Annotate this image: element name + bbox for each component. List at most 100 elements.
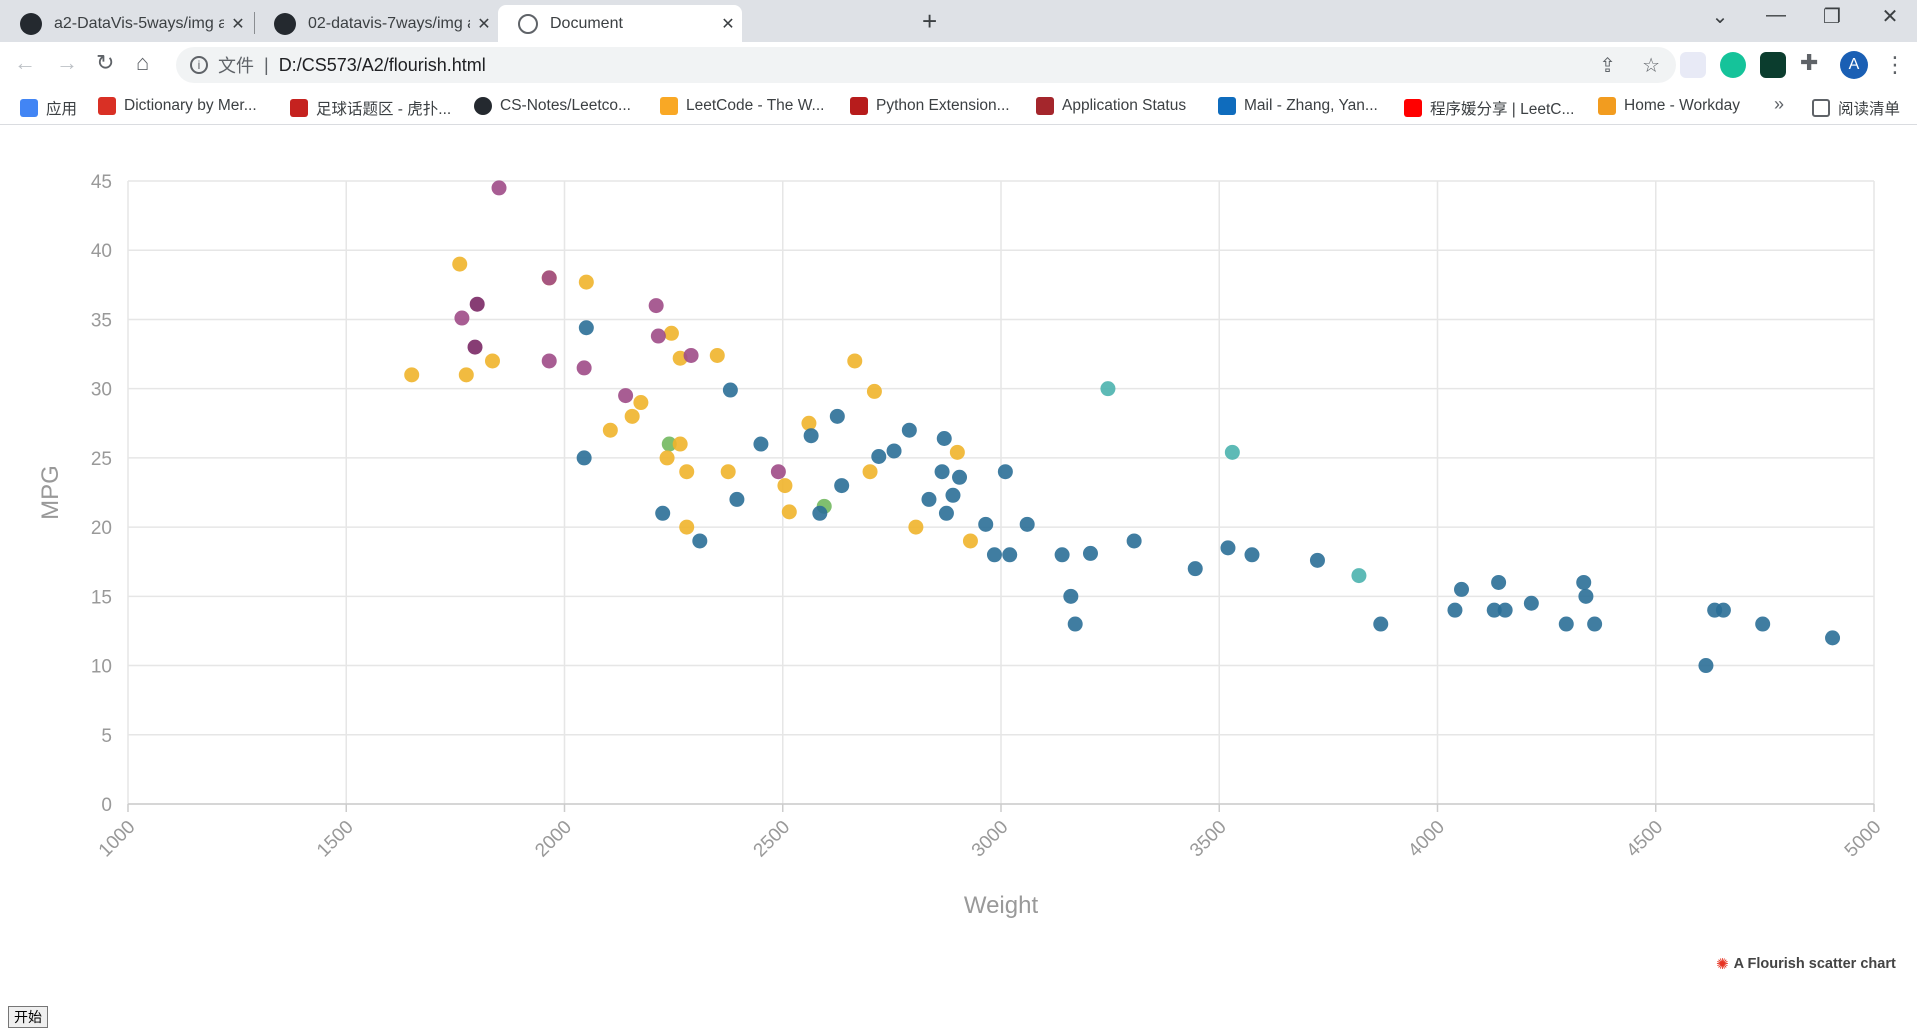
bookmark-leetcode[interactable]: LeetCode - The W... <box>660 97 824 115</box>
address-url[interactable]: D:/CS573/A2/flourish.html <box>278 54 486 75</box>
scatter-point[interactable] <box>801 415 817 431</box>
scatter-point[interactable] <box>618 388 634 404</box>
scatter-point[interactable] <box>576 450 592 466</box>
scatter-point[interactable] <box>1523 595 1539 611</box>
scatter-point[interactable] <box>404 367 420 383</box>
scatter-point[interactable] <box>834 478 850 494</box>
scatter-point[interactable] <box>1126 533 1142 549</box>
bookmark-youtube[interactable]: 程序媛分享 | LeetC... <box>1404 97 1574 119</box>
scatter-point[interactable] <box>1497 602 1513 618</box>
scatter-point[interactable] <box>484 353 500 369</box>
scatter-point[interactable] <box>469 296 485 312</box>
scatter-point[interactable] <box>648 298 664 314</box>
scatter-point[interactable] <box>847 353 863 369</box>
flourish-credit-link[interactable]: ✺ A Flourish scatter chart <box>1716 955 1896 973</box>
scatter-point[interactable] <box>672 436 688 452</box>
scatter-point[interactable] <box>1063 588 1079 604</box>
scatter-point[interactable] <box>452 256 468 272</box>
scatter-point[interactable] <box>683 347 699 363</box>
scatter-point[interactable] <box>1054 547 1070 563</box>
profile-avatar[interactable]: A <box>1840 51 1868 79</box>
tab-02-datavis[interactable]: 02-datavis-7ways/img at main ✕ <box>254 5 498 42</box>
extension-icon[interactable] <box>1760 52 1786 78</box>
tab-document[interactable]: Document ✕ <box>498 5 742 42</box>
bookmark-cs-notes[interactable]: CS-Notes/Leetco... <box>474 97 631 115</box>
forward-icon[interactable]: → <box>56 50 78 75</box>
scatter-point[interactable] <box>945 487 961 503</box>
restore-button[interactable]: ❐ <box>1823 6 1841 28</box>
scatter-point[interactable] <box>661 436 677 452</box>
scatter-point[interactable] <box>997 464 1013 480</box>
scatter-point[interactable] <box>602 422 618 438</box>
bookmark-hupu[interactable]: 足球话题区 - 虎扑... <box>290 97 451 119</box>
scatter-point[interactable] <box>1309 552 1325 568</box>
close-icon[interactable]: ✕ <box>477 15 491 33</box>
scatter-point[interactable] <box>1224 444 1240 460</box>
tab-search-icon[interactable]: ⌄ <box>1711 6 1729 28</box>
share-icon[interactable]: ⇪ <box>1599 55 1616 77</box>
scatter-point[interactable] <box>936 431 952 447</box>
bookmark-star-icon[interactable]: ☆ <box>1642 55 1660 77</box>
scatter-point[interactable] <box>1067 616 1083 632</box>
scatter-point[interactable] <box>1715 602 1731 618</box>
scatter-point[interactable] <box>576 360 592 376</box>
scatter-point[interactable] <box>921 491 937 507</box>
bookmark-python-extension[interactable]: Python Extension... <box>850 97 1010 115</box>
scatter-point[interactable] <box>829 408 845 424</box>
scatter-point[interactable] <box>1576 574 1592 590</box>
scatter-point[interactable] <box>633 395 649 411</box>
scatter-point[interactable] <box>491 180 507 196</box>
scatter-point[interactable] <box>650 328 666 344</box>
bookmark-mail[interactable]: Mail - Zhang, Yan... <box>1218 97 1378 115</box>
scatter-point[interactable] <box>1019 516 1035 532</box>
close-window-button[interactable]: ✕ <box>1881 6 1899 28</box>
scatter-point[interactable] <box>1486 602 1502 618</box>
new-tab-button[interactable]: + <box>922 6 938 36</box>
scatter-point[interactable] <box>812 505 828 521</box>
scatter-point[interactable] <box>777 478 793 494</box>
start-button[interactable]: 开始 <box>8 1006 48 1028</box>
bookmark-apps[interactable]: 应用 <box>20 97 77 119</box>
close-icon[interactable]: ✕ <box>231 15 245 33</box>
scatter-point[interactable] <box>578 320 594 336</box>
scatter-point[interactable] <box>1447 602 1463 618</box>
scatter-point[interactable] <box>1491 574 1507 590</box>
scatter-point[interactable] <box>770 464 786 480</box>
scatter-point[interactable] <box>952 469 968 485</box>
scatter-point[interactable] <box>1002 547 1018 563</box>
scatter-point[interactable] <box>541 353 557 369</box>
scatter-point[interactable] <box>862 464 878 480</box>
scatter-point[interactable] <box>458 367 474 383</box>
scatter-point[interactable] <box>978 516 994 532</box>
scatter-point[interactable] <box>679 519 695 535</box>
scatter-point[interactable] <box>467 339 483 355</box>
scatter-point[interactable] <box>679 464 695 480</box>
back-icon[interactable]: ← <box>14 50 36 75</box>
scatter-point[interactable] <box>1578 588 1594 604</box>
bookmarks-overflow-button[interactable]: » <box>1774 94 1785 114</box>
scatter-point[interactable] <box>934 464 950 480</box>
scatter-point[interactable] <box>986 547 1002 563</box>
close-icon[interactable]: ✕ <box>721 15 735 33</box>
info-icon[interactable]: i <box>190 56 208 74</box>
bookmark-dictionary[interactable]: Dictionary by Mer... <box>98 97 257 115</box>
scatter-point[interactable] <box>1558 616 1574 632</box>
home-icon[interactable]: ⌂ <box>136 50 150 75</box>
scatter-point[interactable] <box>949 444 965 460</box>
scatter-point[interactable] <box>1373 616 1389 632</box>
scatter-point[interactable] <box>1187 561 1203 577</box>
scatter-point[interactable] <box>454 310 470 326</box>
menu-icon[interactable]: ⋮ <box>1884 52 1906 77</box>
extension-icon[interactable] <box>1680 52 1706 78</box>
scatter-point[interactable] <box>803 428 819 444</box>
scatter-point[interactable] <box>729 491 745 507</box>
scatter-point[interactable] <box>962 533 978 549</box>
bookmark-application-status[interactable]: Application Status <box>1036 97 1186 115</box>
scatter-point[interactable] <box>753 436 769 452</box>
scatter-point[interactable] <box>659 450 675 466</box>
scatter-point[interactable] <box>709 347 725 363</box>
scatter-point[interactable] <box>624 408 640 424</box>
scatter-point[interactable] <box>908 519 924 535</box>
scatter-point[interactable] <box>938 505 954 521</box>
scatter-point[interactable] <box>866 383 882 399</box>
